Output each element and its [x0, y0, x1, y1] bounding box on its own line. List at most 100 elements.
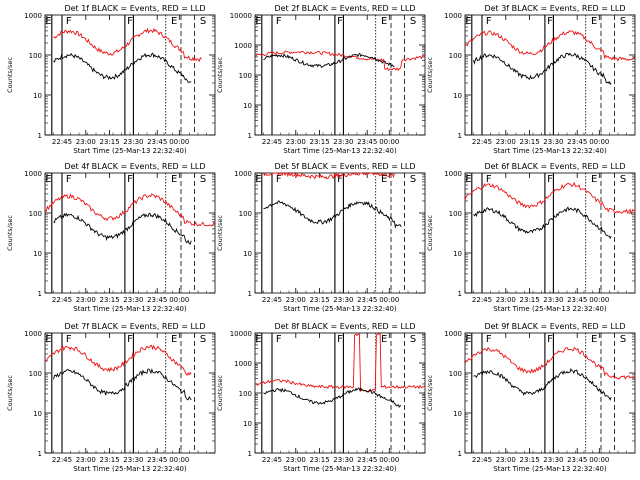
y-tick-label: 10 — [33, 410, 42, 418]
x-tick-label: 23:00 — [76, 138, 96, 146]
y-axis-label: Counts/sec — [6, 57, 14, 93]
x-tick-label: 00:00 — [589, 296, 609, 304]
x-tick-label: 23:45 — [567, 138, 587, 146]
x-tick-label: 00:00 — [169, 296, 189, 304]
flag-letter: E — [381, 16, 387, 27]
flag-letter: E — [381, 174, 387, 185]
y-tick-label: 1 — [458, 450, 462, 458]
flag-letter: E — [45, 174, 51, 185]
y-axis-label: Counts/sec — [216, 57, 224, 93]
x-tick-label: 23:15 — [310, 296, 330, 304]
x-tick-label: 23:15 — [520, 296, 540, 304]
y-tick-label: 1000 — [24, 170, 42, 178]
x-tick-label: 23:30 — [123, 296, 143, 304]
y-tick-label: 1000 — [234, 360, 252, 368]
lld-series-line — [464, 181, 636, 216]
x-tick-label: 00:00 — [379, 456, 399, 464]
y-axis-label: Counts/sec — [6, 375, 14, 411]
x-tick-label: 00:00 — [169, 138, 189, 146]
flag-letter: E — [45, 16, 51, 27]
flag-letter: S — [410, 16, 416, 27]
y-tick-label: 10 — [243, 420, 252, 428]
y-tick-label: 1000 — [444, 170, 462, 178]
y-tick-label: 100 — [449, 210, 462, 218]
flag-letter: S — [200, 334, 206, 345]
flag-letter: E — [171, 16, 177, 27]
x-tick-label: 23:45 — [357, 138, 377, 146]
y-tick-label: 10 — [243, 102, 252, 110]
y-tick-label: 1 — [248, 132, 252, 140]
x-tick-label: 23:15 — [100, 296, 120, 304]
flag-letter: S — [620, 174, 626, 185]
x-tick-label: 23:15 — [310, 456, 330, 464]
detector-panel: Det 7f BLACK = Events, RED = LLD 1 10 100 10… — [6, 322, 216, 473]
x-tick-label: 23:45 — [357, 296, 377, 304]
x-tick-label: 22:45 — [52, 296, 72, 304]
detector-panel: Det 1f BLACK = Events, RED = LLD 1 10 100 10… — [6, 4, 216, 155]
events-series-line — [263, 200, 402, 229]
lld-series-line — [263, 171, 395, 180]
y-tick-label: 10 — [453, 250, 462, 258]
y-tick-label: 1000 — [24, 330, 42, 338]
y-axis-label: Counts/sec — [426, 57, 434, 93]
flag-letter: S — [200, 174, 206, 185]
x-tick-label: 23:45 — [147, 296, 167, 304]
flag-letter: F — [127, 16, 133, 27]
y-tick-label: 100 — [239, 72, 252, 80]
flag-letter: E — [591, 334, 597, 345]
flag-letter: S — [410, 174, 416, 185]
lld-series-line — [254, 50, 426, 72]
detector-panel: Det 5f BLACK = Events, RED = LLD 1 10 100 10… — [216, 162, 426, 313]
y-tick-label: 1000 — [24, 12, 42, 20]
y-tick-label: 100 — [449, 52, 462, 60]
x-tick-label: 23:00 — [286, 138, 306, 146]
detector-panel: Det 2f BLACK = Events, RED = LLD 1 10 100 10… — [216, 4, 426, 155]
y-tick-label: 10000 — [230, 12, 252, 20]
x-tick-label: 23:00 — [496, 296, 516, 304]
flag-letter: F — [66, 334, 72, 345]
lld-series-line — [464, 30, 636, 62]
y-axis-label: Counts/sec — [216, 215, 224, 251]
panel-title: Det 5f BLACK = Events, RED = LLD — [274, 162, 415, 171]
lld-series-line — [44, 344, 192, 376]
panel-title: Det 1f BLACK = Events, RED = LLD — [64, 4, 205, 13]
events-series-line — [473, 368, 612, 401]
flag-letter: F — [276, 174, 282, 185]
flag-letter: F — [337, 334, 343, 345]
x-tick-label: 23:45 — [147, 138, 167, 146]
x-axis-label: Start Time (25-Mar-13 22:32:40) — [283, 305, 397, 313]
x-axis-label: Start Time (25-Mar-13 22:32:40) — [73, 147, 187, 155]
y-axis-label: Counts/sec — [426, 375, 434, 411]
y-tick-label: 1 — [38, 132, 42, 140]
y-tick-label: 1 — [248, 290, 252, 298]
detector-panel: Det 3f BLACK = Events, RED = LLD 1 10 100 10… — [426, 4, 636, 155]
x-tick-label: 23:15 — [310, 138, 330, 146]
panel-title: Det 3f BLACK = Events, RED = LLD — [484, 4, 625, 13]
events-series-line — [473, 52, 612, 85]
flag-letter: F — [127, 174, 133, 185]
lld-series-line — [464, 346, 636, 380]
events-series-line — [473, 206, 612, 240]
events-series-line — [263, 387, 402, 408]
x-axis-label: Start Time (25-Mar-13 22:32:40) — [283, 147, 397, 155]
flag-letter: F — [66, 16, 72, 27]
x-tick-label: 22:45 — [262, 456, 282, 464]
events-series-line — [53, 212, 192, 245]
x-tick-label: 22:45 — [262, 138, 282, 146]
flag-letter: S — [200, 16, 206, 27]
y-tick-label: 1 — [38, 290, 42, 298]
x-axis-label: Start Time (25-Mar-13 22:32:40) — [493, 147, 607, 155]
flag-letter: E — [465, 334, 471, 345]
flag-letter: F — [276, 16, 282, 27]
x-tick-label: 22:45 — [262, 296, 282, 304]
x-axis-label: Start Time (25-Mar-13 22:32:40) — [493, 465, 607, 473]
flag-letter: F — [337, 174, 343, 185]
flag-letter: E — [591, 174, 597, 185]
flag-letter: F — [547, 16, 553, 27]
x-tick-label: 23:00 — [496, 456, 516, 464]
y-tick-label: 1000 — [234, 170, 252, 178]
events-series-line — [53, 52, 192, 83]
x-axis-label: Start Time (25-Mar-13 22:32:40) — [73, 465, 187, 473]
events-series-line — [53, 368, 192, 401]
